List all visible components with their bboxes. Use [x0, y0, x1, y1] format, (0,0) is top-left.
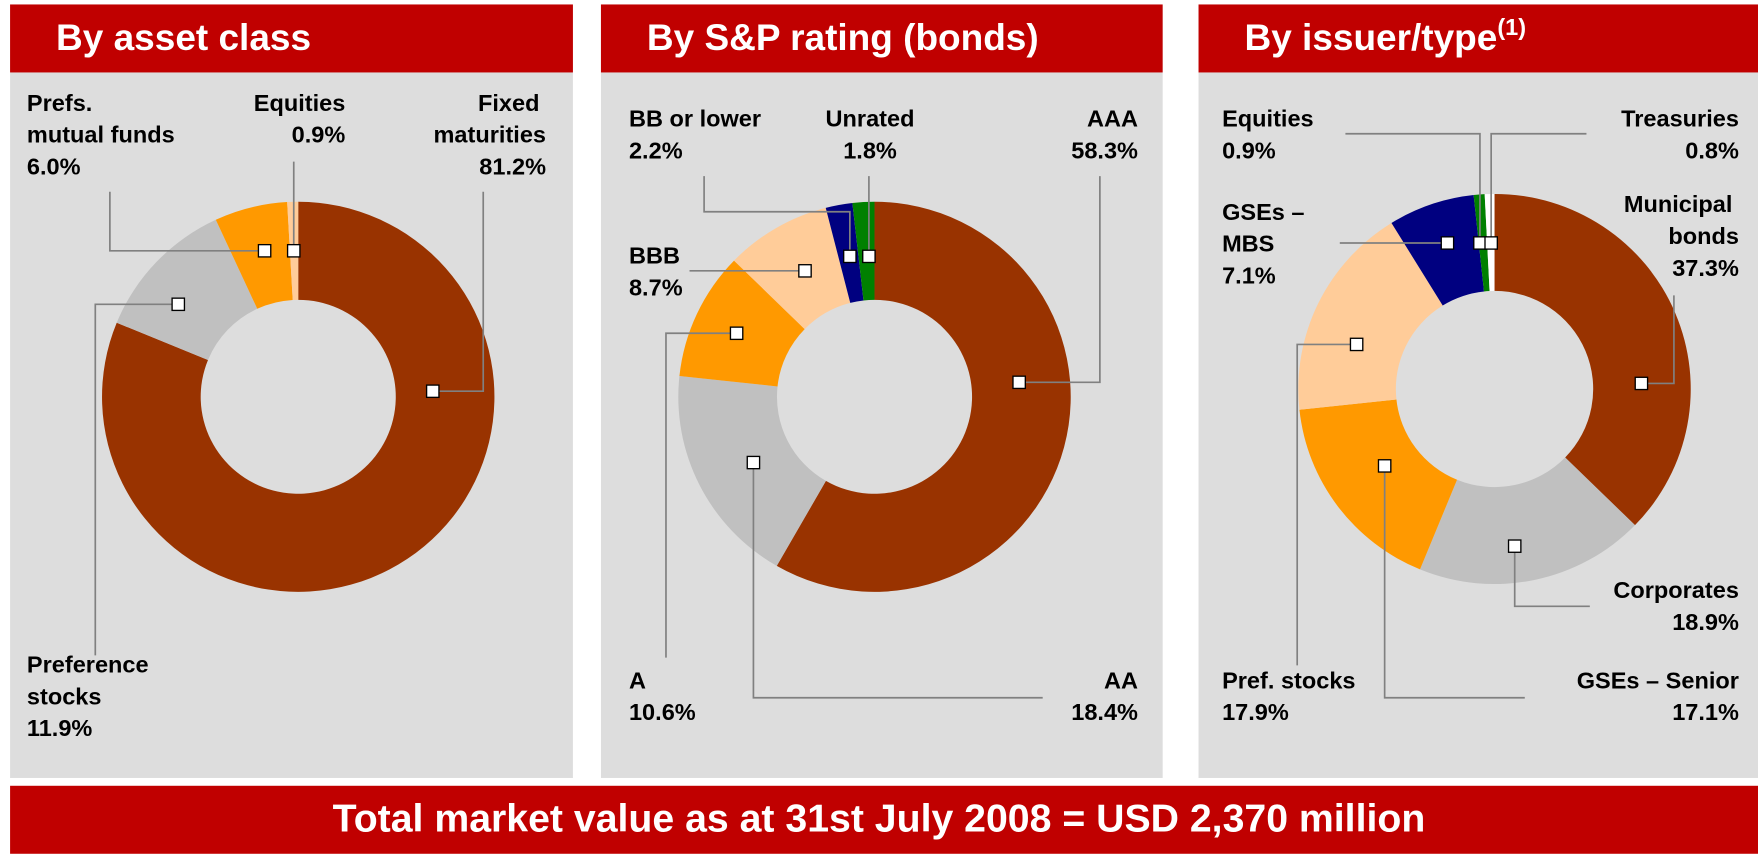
panel-header: [1198, 4, 1758, 73]
value-label: 58.3%: [1071, 137, 1138, 163]
leader-marker: [1473, 236, 1487, 250]
value-label: 7.1%: [1222, 263, 1276, 289]
slice-label: GSEs – MBS: [1222, 199, 1311, 257]
leader-line: [109, 191, 265, 252]
donut-slice: [1298, 223, 1443, 410]
leader-line: [665, 332, 737, 658]
value-label: 18.4%: [1071, 699, 1138, 725]
donut-slice: [1299, 399, 1458, 570]
leader-marker: [1634, 376, 1649, 391]
leader-line: [1513, 546, 1590, 608]
value-label: 0.9%: [1222, 137, 1276, 163]
value-label: 11.9%: [27, 715, 93, 741]
value-label: 37.3%: [1672, 255, 1739, 281]
slice-label: BBB: [629, 243, 680, 269]
slice-label: Preference stocks: [27, 652, 155, 710]
slice-label: BB or lower: [629, 106, 761, 132]
leader-line: [94, 303, 179, 656]
leader-marker: [1349, 337, 1364, 352]
chart-title: By S&P rating (bonds): [647, 17, 1039, 58]
donut-slice: [734, 207, 851, 330]
leader-marker: [257, 243, 272, 258]
slice-label: GSEs – Senior: [1577, 667, 1739, 693]
leader-line: [1490, 132, 1587, 243]
leader-marker: [171, 297, 186, 312]
slice-label: AAA: [1087, 106, 1138, 132]
leader-marker: [798, 264, 812, 278]
slice-label: Corporates: [1613, 577, 1739, 603]
value-label: 1.8%: [843, 137, 897, 163]
panel-header: [600, 4, 1163, 73]
chart-title: By asset class: [56, 17, 311, 58]
leader-marker: [425, 384, 440, 399]
footer-bar: [10, 785, 1758, 854]
leader-marker: [1012, 375, 1026, 390]
donut-slice: [1391, 195, 1485, 306]
leader-line: [1641, 295, 1675, 385]
chart-title: By issuer/type: [1245, 17, 1498, 58]
footer: Total market value as at 31st July 2008 …: [333, 798, 1426, 841]
value-label: 2.2%: [629, 137, 683, 163]
leader-line: [1345, 132, 1481, 243]
value-label: 18.9%: [1672, 609, 1739, 635]
value-label: 17.1%: [1672, 699, 1739, 725]
title-note: (1): [1497, 14, 1526, 40]
leader-marker: [1484, 236, 1498, 250]
value-label: 0.9%: [292, 122, 346, 148]
chart-title: By issuer/type(1): [1245, 14, 1527, 58]
panel-header: [10, 4, 573, 73]
leader-marker: [286, 243, 301, 258]
leader-line: [752, 462, 1043, 699]
value-label: 17.9%: [1222, 699, 1289, 725]
leader-line: [1383, 465, 1525, 699]
donut-slice: [679, 260, 805, 387]
slice-label: Municipal bonds: [1624, 191, 1739, 249]
leader-line: [432, 191, 485, 393]
donut-slice: [1420, 457, 1635, 585]
value-label: 6.0%: [27, 154, 81, 180]
slice-label: Fixed maturities: [434, 90, 547, 148]
slice-label: A: [629, 667, 646, 693]
slice-label: Unrated: [826, 106, 915, 132]
leader-marker: [1377, 459, 1392, 473]
leader-line: [703, 176, 851, 257]
donut-slice: [102, 201, 495, 592]
slice-label: Equities: [1222, 106, 1314, 132]
donut-slice: [116, 219, 258, 360]
value-label: 10.6%: [629, 699, 696, 725]
leader-line: [1296, 343, 1357, 666]
donut-slice: [678, 375, 826, 566]
slice-label: Pref. stocks: [1222, 667, 1355, 693]
donut-slice: [215, 202, 293, 309]
leader-marker: [746, 455, 761, 470]
donut-slice: [776, 201, 1071, 592]
leader-marker: [729, 326, 744, 341]
slice-label: Equities: [254, 90, 346, 116]
slice-label: Prefs. mutual funds: [27, 90, 175, 148]
slice-label: AA: [1104, 667, 1138, 693]
value-label: 81.2%: [479, 154, 546, 180]
value-label: 0.8%: [1685, 137, 1739, 163]
slice-label: Treasuries: [1621, 106, 1739, 132]
leader-line: [1019, 176, 1101, 384]
leader-marker: [862, 249, 876, 264]
leader-marker: [1440, 236, 1455, 250]
leader-marker: [843, 249, 857, 264]
donut-slice: [1494, 193, 1691, 526]
value-label: 8.7%: [629, 274, 683, 300]
leader-marker: [1507, 539, 1522, 553]
